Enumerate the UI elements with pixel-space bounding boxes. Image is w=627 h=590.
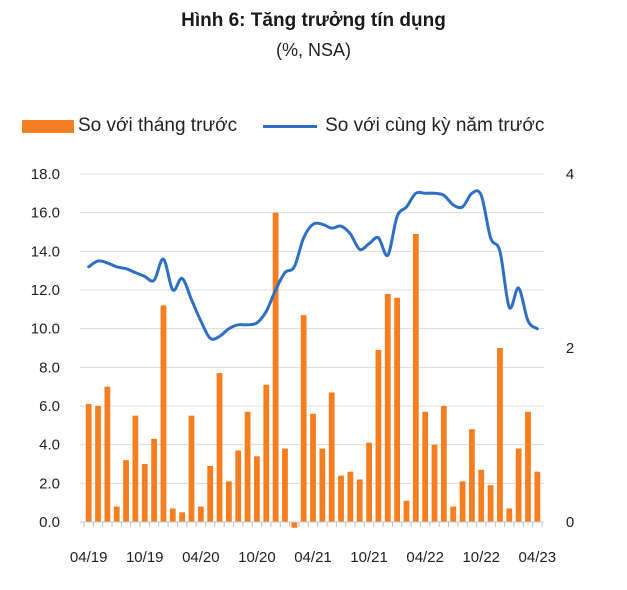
y-left-tick-label: 2.0 [39, 475, 60, 492]
bar [300, 315, 307, 522]
bar [384, 293, 391, 522]
bar [291, 522, 298, 528]
legend-bar-swatch [22, 119, 74, 133]
bar [515, 448, 522, 522]
bar [272, 212, 279, 522]
x-tick-label: 10/22 [462, 549, 500, 566]
legend-label-line: So với cùng kỳ năm trước [325, 115, 545, 136]
bar [179, 512, 186, 522]
y-left-tick-label: 18.0 [31, 166, 60, 183]
y-right-tick-label: 4 [566, 166, 574, 183]
legend-line-swatch [263, 124, 318, 128]
bar [85, 404, 92, 522]
bar [356, 479, 363, 522]
bar [525, 411, 531, 522]
legend-item-line: So với cùng kỳ năm trước [263, 115, 544, 137]
bar [160, 305, 167, 522]
bar [366, 442, 372, 522]
x-tick-label: 04/21 [294, 549, 332, 566]
bar [310, 413, 316, 522]
bar [347, 471, 354, 522]
bar [394, 297, 401, 522]
x-tick-label: 10/20 [238, 549, 276, 566]
bar [328, 392, 335, 522]
y-left-tick-label: 10.0 [31, 321, 60, 338]
bar [95, 406, 101, 522]
chart-title: Hình 6: Tăng trưởng tín dụng [181, 10, 446, 31]
bar [534, 471, 541, 522]
bar [188, 415, 195, 522]
y-left-tick-label: 6.0 [39, 398, 60, 415]
bar [151, 438, 157, 522]
x-tick-label: 04/23 [519, 549, 557, 566]
bar [412, 233, 419, 522]
bar [319, 448, 326, 522]
y-left-tick-label: 14.0 [31, 243, 60, 260]
x-tick-label: 10/19 [126, 549, 164, 566]
bar [113, 506, 120, 522]
bar [235, 450, 242, 522]
legend-label-bar: So với tháng trước [78, 115, 238, 136]
bar [104, 386, 111, 522]
y-left-tick-label: 12.0 [31, 282, 60, 299]
y-left-tick-label: 0.0 [39, 514, 60, 531]
x-tick-label: 04/22 [406, 549, 444, 566]
bar [141, 464, 148, 522]
bar [459, 481, 466, 522]
bar [254, 456, 260, 522]
bar [338, 475, 344, 522]
chart-subtitle: (%, NSA) [275, 40, 351, 60]
bar [487, 485, 494, 522]
y-left-tick-label: 16.0 [31, 205, 60, 222]
bar [375, 349, 382, 522]
bar [225, 481, 232, 522]
bar [263, 384, 270, 522]
x-tick-label: 04/19 [70, 549, 108, 566]
line-series-yoy [87, 189, 539, 341]
bar [403, 500, 410, 522]
bar [431, 444, 438, 522]
y-left-tick-label: 4.0 [39, 437, 60, 454]
y-right-tick-label: 2 [566, 340, 574, 357]
bar [422, 411, 429, 522]
bar [207, 465, 214, 522]
bar [169, 508, 176, 522]
bar [216, 373, 223, 522]
bar [497, 348, 503, 522]
bar [197, 506, 204, 522]
bar [244, 411, 251, 522]
bar [282, 448, 288, 522]
bar [469, 429, 475, 522]
bar [478, 469, 485, 522]
legend-item-bar: So với tháng trước [22, 115, 237, 137]
y-right-tick-label: 0 [566, 514, 574, 531]
x-tick-label: 10/21 [350, 549, 388, 566]
x-tick-label: 04/20 [182, 549, 220, 566]
bar [506, 508, 513, 522]
chart-legend: So với tháng trước So với cùng kỳ năm tr… [22, 113, 570, 139]
y-left-tick-label: 8.0 [39, 359, 60, 376]
bar [123, 460, 129, 522]
bar [440, 406, 447, 522]
bar [450, 506, 457, 522]
bar [132, 415, 139, 522]
